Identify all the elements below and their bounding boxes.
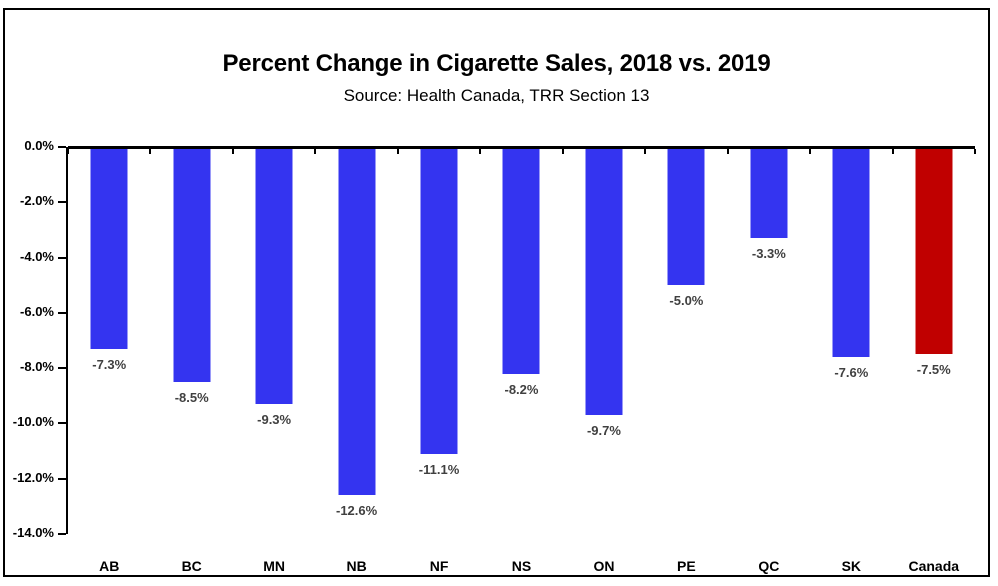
category-label-ab: AB: [99, 558, 120, 574]
x-axis-tick: [314, 149, 317, 154]
bar-pe: [667, 147, 705, 286]
category-column-bc: -8.5% BC: [150, 147, 232, 574]
bar-qc: [750, 147, 788, 239]
x-axis-tick: [809, 149, 812, 154]
category-column-mn: -9.3% MN: [233, 147, 315, 574]
category-label-canada: Canada: [908, 558, 960, 574]
y-axis-label: 0.0%: [24, 138, 54, 153]
x-axis-tick: [67, 149, 69, 154]
category-column-nb: -12.6% NB: [315, 147, 397, 574]
x-axis-tick: [231, 149, 234, 154]
category-column-on: -9.7% ON: [563, 147, 645, 574]
value-label-pe: -5.0%: [669, 293, 704, 309]
y-axis-label: -12.0%: [12, 469, 54, 485]
value-label-qc: -3.3%: [751, 246, 786, 262]
category-column-ns: -8.2% NS: [480, 147, 562, 574]
category-label-pe: PE: [677, 558, 696, 574]
category-label-qc: QC: [758, 558, 780, 574]
x-axis-tick: [891, 149, 894, 154]
bar-bc: [173, 147, 211, 382]
y-axis-tick: [58, 311, 66, 314]
value-label-ns: -8.2%: [504, 381, 539, 397]
category-column-ab: -7.3% AB: [68, 147, 150, 574]
category-label-on: ON: [593, 558, 615, 574]
value-label-mn: -9.3%: [257, 412, 292, 428]
bar-ab: [90, 147, 128, 349]
category-label-nf: NF: [429, 558, 449, 574]
x-axis-tick: [644, 149, 647, 154]
value-label-sk: -7.6%: [834, 365, 869, 381]
y-axis-tick: [58, 256, 66, 259]
plot-area: 0.0% -2.0% -4.0% -6.0% -8.0% -10.0% -12.0% -14.…: [13, 138, 976, 574]
value-label-ab: -7.3%: [92, 356, 127, 372]
x-axis-tick: [726, 149, 729, 154]
x-axis-tick: [479, 149, 482, 154]
x-axis-zero-line: [68, 146, 975, 149]
category-column-qc: -3.3% QC: [728, 147, 810, 574]
y-axis-label: -4.0%: [20, 248, 54, 264]
chart-subtitle: Source: Health Canada, TRR Section 13: [343, 86, 650, 105]
y-axis-label: -10.0%: [12, 414, 54, 430]
bar-on: [585, 147, 623, 416]
y-axis-tick: [58, 477, 66, 480]
x-axis-tick: [149, 149, 152, 154]
chart-title: Percent Change in Cigarette Sales, 2018 …: [222, 50, 771, 77]
value-label-canada: -7.5%: [916, 362, 951, 378]
x-axis-tick: [561, 149, 564, 154]
y-axis-tick: [58, 201, 66, 204]
y-axis-line: [66, 147, 68, 534]
value-label-on: -9.7%: [586, 423, 621, 439]
x-axis-tick: [974, 149, 976, 154]
y-axis-label: -14.0%: [12, 525, 54, 540]
category-column-pe: -5.0% PE: [645, 147, 727, 574]
value-label-nf: -11.1%: [418, 461, 460, 477]
category-label-sk: SK: [841, 558, 862, 574]
category-column-sk: -7.6% SK: [810, 147, 892, 574]
category-label-ns: NS: [511, 558, 532, 574]
y-axis-tick: [58, 422, 66, 425]
value-label-bc: -8.5%: [174, 389, 209, 405]
chart-frame: Percent Change in Cigarette Sales, 2018 …: [3, 8, 990, 577]
bar-nb: [338, 147, 376, 496]
bar-ns: [502, 147, 540, 374]
y-axis-tick: [58, 367, 66, 370]
bar-sk: [832, 147, 870, 358]
y-axis-label: -2.0%: [20, 193, 54, 209]
category-label-nb: NB: [346, 558, 367, 574]
y-axis-label: -6.0%: [20, 303, 54, 319]
category-label-bc: BC: [181, 558, 202, 574]
y-axis-tick: [58, 533, 66, 535]
bar-mn: [255, 147, 293, 405]
bar-canada: [915, 147, 953, 355]
y-axis-tick: [58, 146, 66, 148]
x-axis-tick: [396, 149, 399, 154]
y-axis-label: -8.0%: [20, 359, 54, 375]
bar-nf: [420, 147, 458, 454]
value-label-nb: -12.6%: [335, 503, 378, 519]
category-column-canada: -7.5% Canada: [893, 147, 975, 574]
category-label-mn: MN: [263, 558, 286, 574]
category-column-nf: -11.1% NF: [398, 147, 480, 574]
